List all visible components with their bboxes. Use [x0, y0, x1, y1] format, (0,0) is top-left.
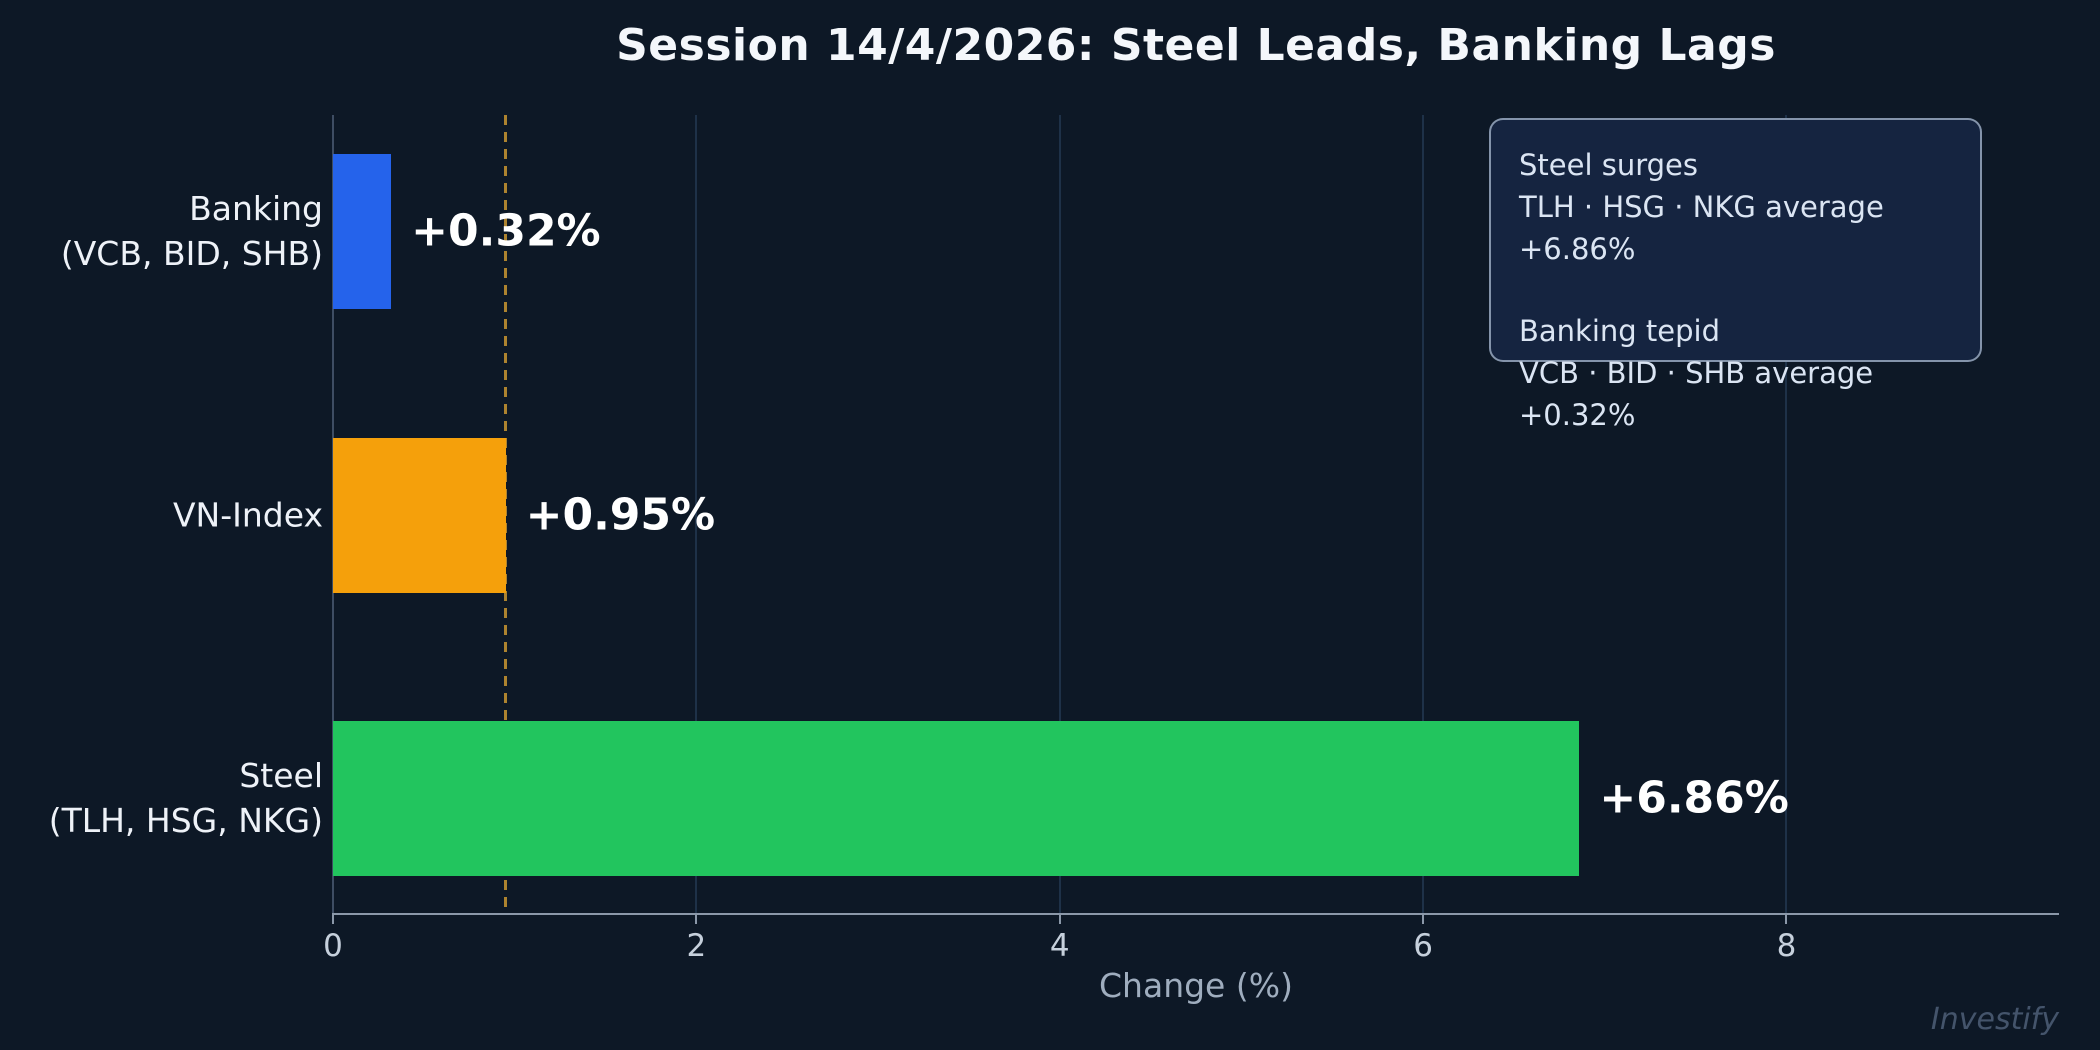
- annotation-spacer: [1519, 270, 1952, 310]
- x-tick-label-2: 2: [686, 928, 707, 964]
- category-label-line2: (TLH, HSG, NKG): [48, 801, 323, 840]
- x-tick-mark-2: [695, 913, 698, 924]
- annotation-banking-detail: VCB · BID · SHB average +0.32%: [1519, 356, 1874, 432]
- category-label-line2: (VCB, BID, SHB): [60, 234, 323, 273]
- x-tick-label-8: 8: [1776, 928, 1797, 964]
- category-label-line1: Steel: [239, 756, 323, 795]
- gridline-x2: [695, 115, 698, 913]
- x-tick-label-4: 4: [1049, 928, 1070, 964]
- x-tick-mark-8: [1785, 913, 1788, 924]
- category-label-1: VN-Index: [173, 493, 323, 538]
- category-label-line1: VN-Index: [172, 495, 323, 535]
- gridline-x4: [1058, 115, 1061, 913]
- category-label-0: Banking (VCB, BID, SHB): [61, 186, 323, 276]
- annotation-steel-detail: TLH · HSG · NKG average +6.86%: [1519, 190, 1884, 266]
- reference-line: [504, 115, 508, 913]
- watermark: Investify: [1930, 1002, 2059, 1037]
- x-tick-mark-4: [1058, 913, 1061, 924]
- value-label-1: +0.95%: [525, 489, 716, 541]
- bar-banking: [333, 153, 392, 309]
- annotation-banking-heading: Banking tepid: [1519, 314, 1720, 348]
- annotation-box: Steel surges TLH · HSG · NKG average +6.…: [1489, 118, 1982, 432]
- bar-vn-index: [333, 437, 506, 593]
- value-label-2: +6.86%: [1599, 772, 1789, 824]
- x-axis-title: Change (%): [1099, 966, 1293, 1005]
- chart-title: Session 14/4/2026: Steel Leads, Banking …: [616, 20, 1776, 71]
- category-label-2: Steel (TLH, HSG, NKG): [49, 753, 323, 843]
- bar-steel: [333, 720, 1580, 876]
- x-tick-label-0: 0: [323, 928, 343, 964]
- gridline-x6: [1422, 115, 1425, 913]
- plot-area: +0.32% +0.95% +6.86%: [332, 115, 2059, 915]
- annotation-steel-heading: Steel surges: [1519, 148, 1698, 182]
- value-label-0: +0.32%: [411, 205, 601, 257]
- x-tick-mark-0: [332, 913, 334, 924]
- x-tick-mark-6: [1422, 913, 1425, 924]
- category-label-line1: Banking: [189, 189, 323, 228]
- x-axis-spine: [333, 913, 2059, 915]
- gridline-x8: [1785, 115, 1788, 913]
- x-tick-label-6: 6: [1413, 928, 1433, 964]
